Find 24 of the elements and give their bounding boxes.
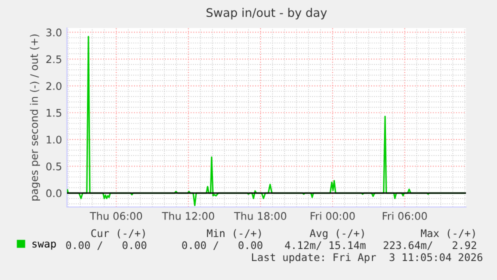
text: 0.00 / 0.00	[182, 241, 262, 250]
y-tick-label: 2.5	[46, 55, 62, 64]
x-tick-label: Thu 18:00	[234, 212, 286, 220]
text: Min (-/+)	[206, 229, 261, 238]
y-tick-label: 2.0	[46, 82, 62, 90]
text: Cur (-/+)	[91, 229, 145, 238]
legend-label: swap	[32, 242, 56, 250]
text: 0.00 / 0.00	[66, 241, 146, 250]
x-tick-label: Fri 06:00	[382, 212, 427, 220]
text: Max (-/+)	[420, 229, 475, 238]
y-tick-label: 0.0	[46, 189, 62, 198]
y-axis-title: pages per second in (-) / out (+)	[30, 34, 40, 200]
y-tick-label: 1.5	[46, 109, 62, 117]
y-tick-label: 0.5	[46, 162, 62, 170]
chart-title: Swap in/out - by day	[206, 8, 327, 20]
y-tick-label: 1.0	[46, 136, 62, 144]
text: Last update: Fri Apr 3 11:05:04 2026	[252, 253, 482, 264]
x-tick-label: Thu 12:00	[162, 212, 214, 220]
text: Avg (-/+)	[310, 229, 364, 240]
x-tick-label: Fri 00:00	[310, 212, 355, 220]
x-tick-label: Thu 06:00	[90, 212, 142, 220]
text: 223.64m/ 2.92	[384, 241, 476, 250]
text: 4.12m/ 15.14m	[284, 241, 366, 250]
y-tick-label: 3.0	[46, 28, 62, 36]
